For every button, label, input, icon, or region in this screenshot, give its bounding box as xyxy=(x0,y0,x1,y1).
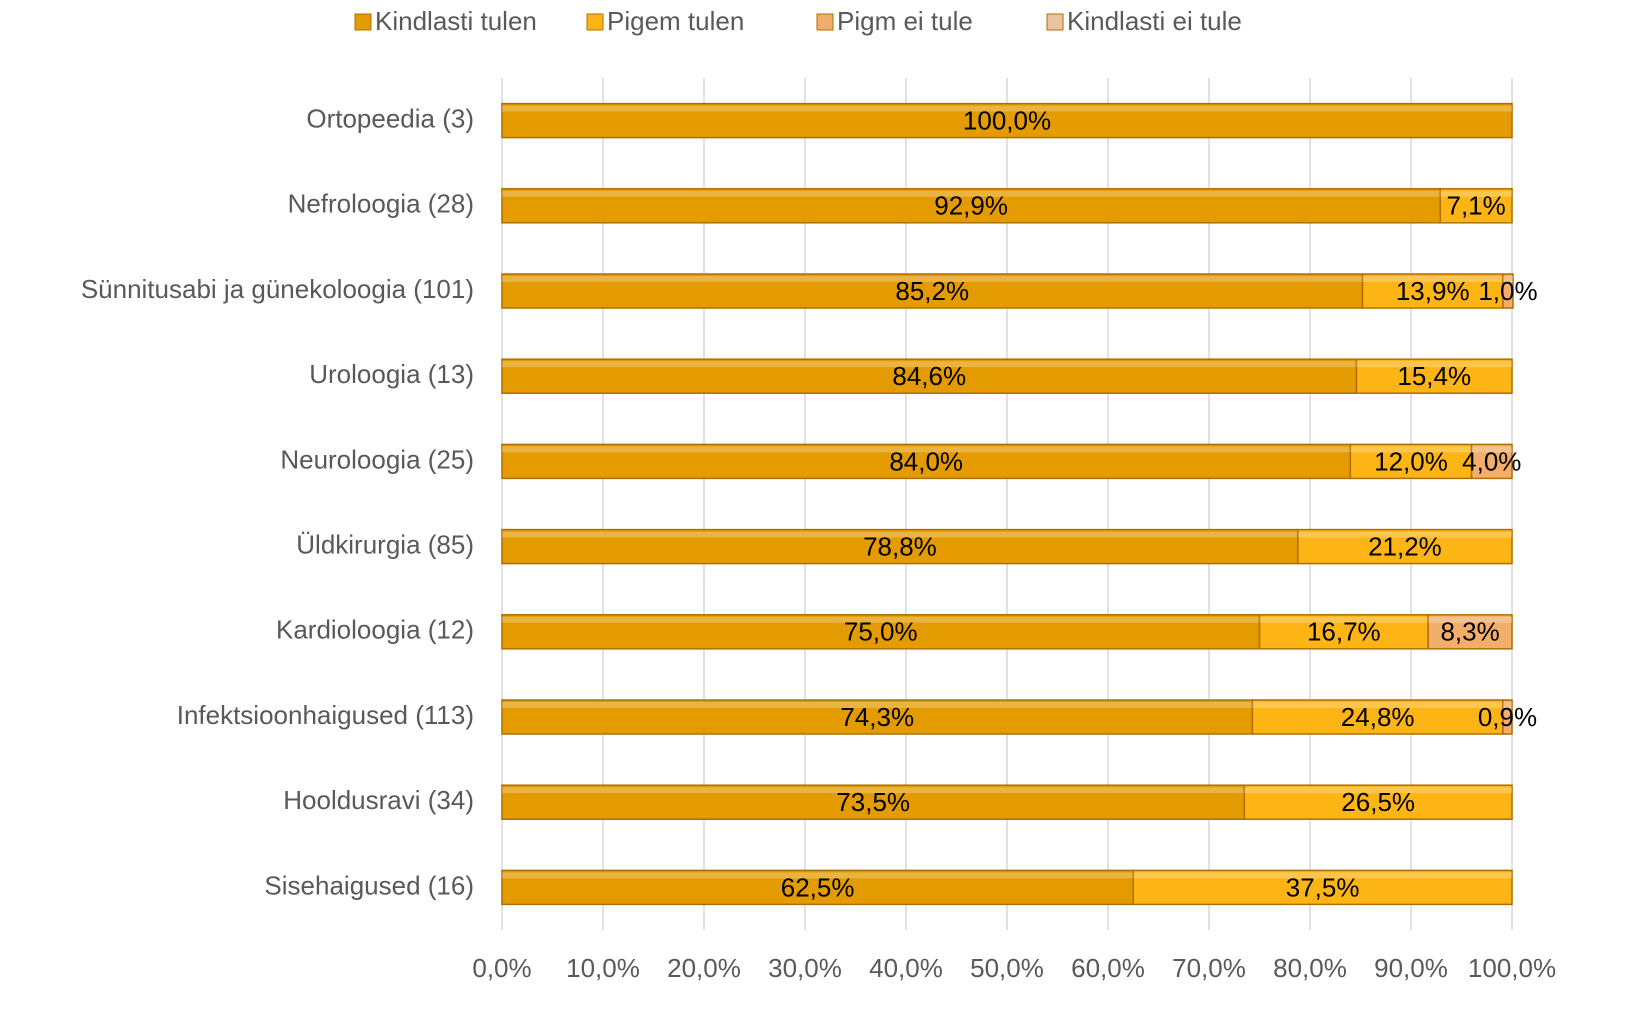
x-tick-label: 10,0% xyxy=(566,953,640,983)
x-tick-label: 90,0% xyxy=(1374,953,1448,983)
bar-segment xyxy=(1349,443,1473,480)
bar-highlight xyxy=(1428,616,1512,623)
legend-swatch xyxy=(586,13,604,31)
bar-segment xyxy=(501,699,1254,735)
data-label: 4,0% xyxy=(1462,446,1521,476)
legend-label: Kindlasti tulen xyxy=(375,6,537,36)
bar-highlight xyxy=(502,361,1357,368)
x-tick-label: 30,0% xyxy=(768,953,842,983)
bar-segment xyxy=(1251,699,1504,735)
data-label: 78,8% xyxy=(863,531,937,561)
bar-highlight xyxy=(502,531,1298,538)
bar-segment xyxy=(501,273,1364,309)
data-label: 7,1% xyxy=(1447,191,1506,221)
data-label: 92,9% xyxy=(934,191,1008,221)
bar-highlight xyxy=(502,190,1441,197)
data-label: 1,0% xyxy=(1478,276,1537,306)
data-label: 13,9% xyxy=(1396,276,1470,306)
y-tick-label: Uroloogia (13) xyxy=(309,359,474,389)
bar-highlight xyxy=(502,276,1363,282)
x-tick-label: 80,0% xyxy=(1273,953,1347,983)
bar-segment xyxy=(501,443,1352,480)
x-tick-label: 20,0% xyxy=(667,953,741,983)
y-tick-label: Ortopeedia (3) xyxy=(306,103,474,133)
data-label: 85,2% xyxy=(895,276,969,306)
bar-segment xyxy=(1258,614,1429,650)
bar-segment xyxy=(1502,699,1513,735)
bar-segment xyxy=(501,869,1134,906)
y-tick-label: Sünnitusabi ja günekoloogia (101) xyxy=(81,274,474,304)
bar-segment xyxy=(501,188,1442,224)
bar-highlight xyxy=(502,872,1134,879)
y-tick-label: Nefroloogia (28) xyxy=(288,189,474,219)
bar-highlight xyxy=(502,616,1260,623)
data-label: 84,0% xyxy=(889,446,963,476)
bar-highlight xyxy=(1440,190,1512,197)
bar-segment xyxy=(1427,614,1513,650)
y-tick-label: Üldkirurgia (85) xyxy=(296,529,474,559)
data-label: 24,8% xyxy=(1341,702,1415,732)
data-label: 12,0% xyxy=(1374,446,1448,476)
legend-swatch xyxy=(1046,13,1064,31)
bar-segment xyxy=(501,358,1358,394)
x-tick-label: 0,0% xyxy=(472,953,531,983)
bar-highlight xyxy=(1252,702,1503,708)
data-label: 75,0% xyxy=(844,617,918,647)
bar-segment xyxy=(1439,188,1513,224)
bar-highlight xyxy=(1362,276,1503,282)
y-tick-label: Neuroloogia (25) xyxy=(280,444,474,474)
bar-highlight xyxy=(1502,702,1512,708)
bar-highlight xyxy=(502,446,1351,453)
x-tick-label: 50,0% xyxy=(970,953,1044,983)
bar-highlight xyxy=(1502,276,1514,282)
legend-label: Kindlasti ei tule xyxy=(1067,6,1242,36)
bar-segment xyxy=(1132,869,1513,906)
bar-highlight xyxy=(1356,361,1512,368)
y-tick-label: Infektsioonhaigused (113) xyxy=(177,700,474,730)
legend-label: Pigem tulen xyxy=(607,6,744,36)
bar-highlight xyxy=(1259,616,1429,623)
y-tick-label: Hooldusravi (34) xyxy=(283,785,474,815)
bar-segment xyxy=(1243,784,1513,820)
data-label: 84,6% xyxy=(892,361,966,391)
data-label: 0,9% xyxy=(1478,702,1537,732)
data-label: 26,5% xyxy=(1341,787,1415,817)
bar-highlight xyxy=(502,702,1253,708)
data-label: 15,4% xyxy=(1397,361,1471,391)
y-tick-label: Kardioloogia (12) xyxy=(276,615,474,645)
x-tick-label: 60,0% xyxy=(1071,953,1145,983)
data-label: 73,5% xyxy=(836,787,910,817)
bar-highlight xyxy=(502,105,1512,112)
data-label: 8,3% xyxy=(1440,617,1499,647)
bar-segment xyxy=(1470,443,1513,480)
legend-swatch xyxy=(816,13,834,31)
data-label: 16,7% xyxy=(1307,617,1381,647)
data-label: 74,3% xyxy=(840,702,914,732)
legend-label: Pigm ei tule xyxy=(837,6,973,36)
bar-segment xyxy=(501,102,1513,139)
bar-segment xyxy=(1361,273,1504,309)
y-tick-label: Sisehaigused (16) xyxy=(264,870,474,900)
bar-highlight xyxy=(1297,531,1512,538)
bar-highlight xyxy=(502,787,1245,794)
x-tick-label: 100,0% xyxy=(1468,953,1556,983)
bar-segment xyxy=(1502,273,1514,309)
bar-segment xyxy=(501,784,1246,820)
data-label: 37,5% xyxy=(1286,872,1360,902)
bar-segment xyxy=(1297,528,1513,565)
data-label: 100,0% xyxy=(963,105,1051,135)
x-tick-label: 70,0% xyxy=(1172,953,1246,983)
bar-segment xyxy=(1355,358,1513,394)
bar-highlight xyxy=(1350,446,1472,453)
x-tick-label: 40,0% xyxy=(869,953,943,983)
bar-highlight xyxy=(1244,787,1512,794)
data-label: 21,2% xyxy=(1368,531,1442,561)
data-label: 62,5% xyxy=(781,872,855,902)
bar-highlight xyxy=(1133,872,1512,879)
legend-swatch xyxy=(354,13,372,31)
bar-highlight xyxy=(1471,446,1512,453)
